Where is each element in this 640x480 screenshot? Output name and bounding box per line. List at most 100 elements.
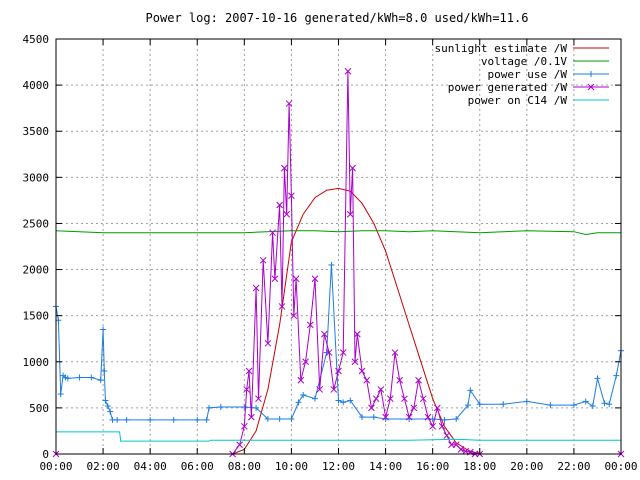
series-layer — [52, 67, 625, 458]
data-point — [203, 416, 210, 423]
data-point — [346, 210, 354, 218]
data-point — [281, 164, 288, 172]
legend-marker — [587, 83, 595, 91]
data-point — [594, 375, 601, 382]
data-point — [206, 404, 213, 411]
data-point — [170, 416, 177, 423]
data-point — [335, 397, 342, 404]
data-point — [302, 358, 309, 366]
data-point — [240, 422, 248, 430]
data-point — [424, 413, 432, 421]
data-point — [601, 400, 608, 407]
data-point — [311, 395, 318, 402]
data-point — [269, 229, 276, 237]
legend-label: sunlight estimate /W — [435, 42, 568, 55]
data-point — [467, 387, 474, 394]
data-point — [283, 210, 291, 218]
data-point — [253, 404, 260, 411]
data-point — [328, 261, 335, 268]
y-tick-label: 3000 — [23, 171, 50, 184]
data-point — [370, 414, 377, 421]
data-point — [288, 192, 295, 200]
data-point — [589, 403, 596, 410]
x-tick-label: 06:00 — [181, 460, 214, 473]
data-point — [476, 401, 483, 408]
x-tick-label: 02:00 — [87, 460, 120, 473]
data-point — [325, 349, 333, 356]
data-point — [285, 100, 293, 107]
data-point — [347, 397, 354, 404]
data-point — [271, 275, 279, 283]
data-point — [377, 386, 385, 393]
data-point — [276, 415, 283, 422]
x-tick-label: 16:00 — [416, 460, 449, 473]
data-point — [582, 398, 589, 405]
data-point — [434, 404, 441, 412]
data-point — [252, 284, 260, 292]
y-tick-label: 2500 — [23, 217, 50, 230]
data-point — [386, 395, 394, 403]
series-line — [55, 230, 621, 236]
data-point — [236, 441, 243, 449]
data-point — [57, 391, 64, 398]
data-point — [321, 330, 328, 338]
data-point — [64, 375, 71, 382]
data-point — [147, 416, 154, 423]
chart-title: Power log: 2007-10-16 generated/kWh=8.0 … — [146, 11, 529, 25]
data-point — [401, 395, 408, 403]
data-point — [382, 413, 389, 421]
data-point — [368, 404, 375, 412]
data-point — [438, 422, 446, 430]
data-point — [372, 395, 380, 403]
data-point — [290, 312, 298, 320]
x-tick-label: 08:00 — [228, 460, 261, 473]
x-tick-label: 20:00 — [510, 460, 543, 473]
y-tick-label: 3500 — [23, 125, 50, 138]
data-point — [453, 415, 460, 422]
data-point — [259, 256, 267, 264]
data-point — [217, 403, 224, 410]
data-point — [405, 413, 413, 421]
y-tick-label: 0 — [42, 448, 49, 461]
data-point — [353, 330, 361, 338]
data-point — [104, 403, 111, 410]
data-point — [429, 422, 437, 430]
data-point — [419, 395, 427, 403]
data-point — [264, 415, 271, 422]
data-point — [100, 326, 107, 333]
data-point — [441, 416, 448, 423]
data-point — [344, 67, 352, 75]
data-point — [613, 372, 620, 379]
axes: 0 500 1000 1500 2000 2500 3000 3500 4000 4500 00:0… — [23, 33, 638, 473]
series-line — [56, 431, 621, 442]
x-tick-label: 22:00 — [557, 460, 590, 473]
data-point — [101, 368, 108, 374]
y-tick-label: 4000 — [23, 79, 50, 92]
x-tick-label: 04:00 — [134, 460, 167, 473]
y-tick-label: 1000 — [23, 356, 50, 369]
data-point — [410, 404, 418, 412]
data-point — [415, 376, 422, 384]
data-point — [88, 374, 95, 381]
data-point — [292, 275, 300, 283]
data-point — [363, 376, 371, 384]
legend-label: voltage /0.1V — [481, 55, 567, 68]
data-point — [76, 374, 83, 381]
x-tick-label: 18:00 — [463, 460, 496, 473]
legend-label: power generated /W — [448, 81, 568, 94]
data-point — [297, 376, 305, 384]
data-point — [457, 446, 465, 453]
data-point — [306, 321, 314, 329]
x-tick-label: 00:00 — [39, 460, 72, 473]
data-point — [359, 414, 366, 421]
data-point — [349, 164, 356, 172]
y-tick-label: 500 — [29, 402, 49, 415]
x-tick-label: 10:00 — [275, 460, 308, 473]
data-point — [241, 403, 248, 410]
data-point — [300, 391, 307, 398]
data-point — [278, 303, 286, 310]
data-point — [606, 401, 613, 408]
